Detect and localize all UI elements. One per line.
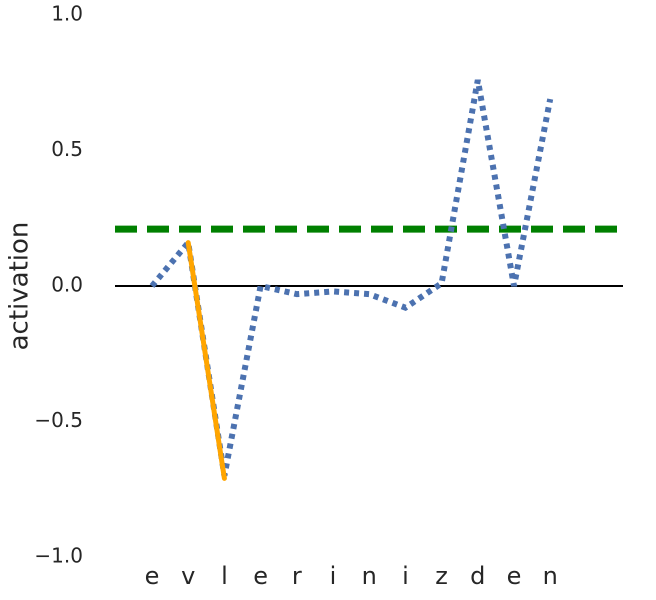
y-axis-label: activation [5, 222, 35, 351]
y-tick-label: 1.0 [51, 2, 83, 26]
x-tick-label: e [145, 562, 160, 590]
y-tick-label: 0.5 [51, 137, 83, 161]
x-tick-label: z [435, 562, 448, 590]
x-tick-label: i [330, 562, 337, 590]
y-tick-label: 0.0 [51, 273, 83, 297]
x-tick-label: v [181, 562, 195, 590]
x-tick-label: r [292, 562, 302, 590]
x-tick-label: e [253, 562, 268, 590]
y-tick-label: −1.0 [34, 544, 83, 568]
x-tick-label: d [470, 562, 485, 590]
x-tick-label: n [543, 562, 558, 590]
x-tick-label: n [362, 562, 377, 590]
data-line [185, 240, 227, 481]
x-tick-label: l [221, 562, 228, 590]
y-tick-label: −0.5 [34, 408, 83, 432]
x-tick-label: i [402, 562, 409, 590]
x-tick-label: e [507, 562, 522, 590]
data-line [149, 79, 554, 477]
